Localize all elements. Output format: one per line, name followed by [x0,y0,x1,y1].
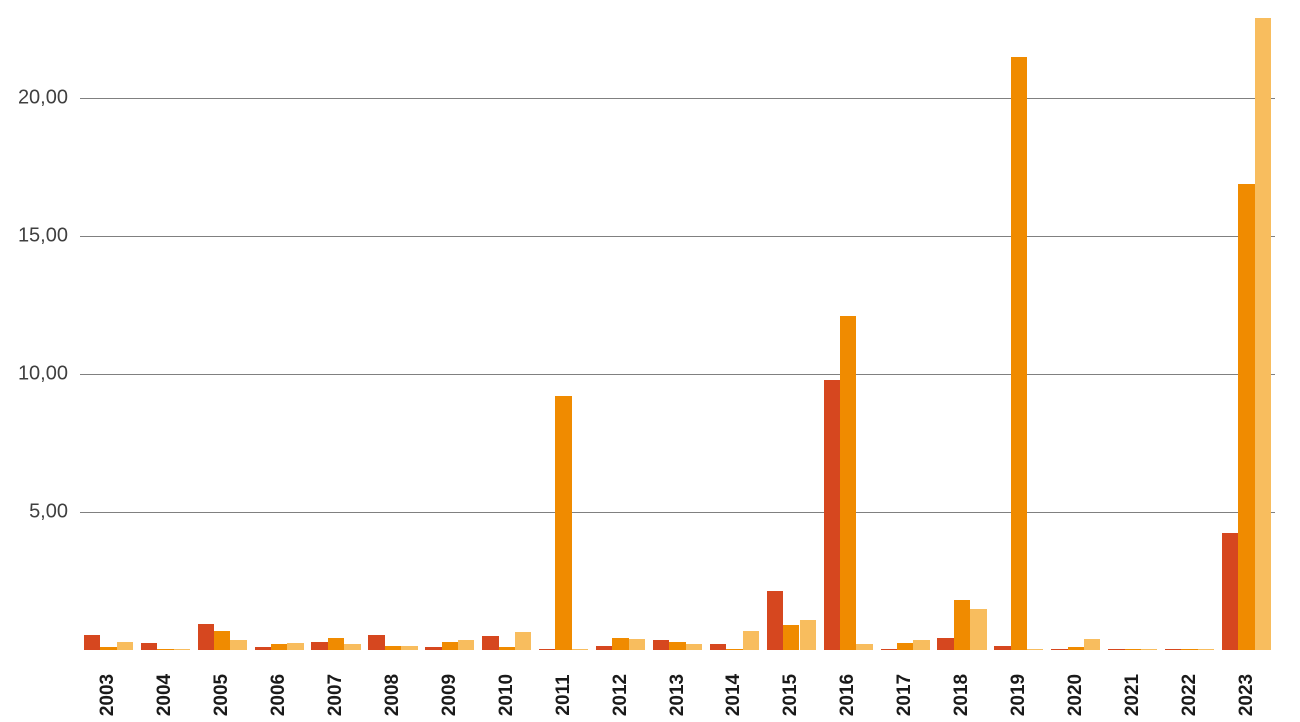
bar [954,600,970,650]
bar [442,642,458,650]
plot-area [80,10,1275,650]
x-tick-label: 2008 [382,674,404,716]
bar [174,649,190,650]
bar [482,636,498,650]
bar [856,644,872,650]
bar [937,638,953,650]
x-tick-label: 2020 [1065,674,1087,716]
bar [100,647,116,650]
x-tick-label: 2003 [97,674,119,716]
bar [1011,57,1027,650]
grid-line [80,374,1275,375]
y-tick-label: 20,00 [0,87,68,110]
bar [1068,647,1084,650]
bar [1238,184,1254,650]
bar [1141,649,1157,650]
y-tick-label: 5,00 [0,501,68,524]
bar [1165,649,1181,650]
bar [157,649,173,650]
bar [994,646,1010,650]
bar [783,625,799,650]
bar [897,643,913,650]
x-tick-label: 2023 [1236,674,1258,716]
bar [1181,649,1197,650]
bar [710,644,726,650]
bar [824,380,840,650]
x-tick-label: 2009 [439,674,461,716]
bar [1255,18,1271,650]
bar [1051,649,1067,650]
bar [572,649,588,650]
grid-line [80,98,1275,99]
bar [141,643,157,650]
bar [401,646,417,650]
bar [881,649,897,650]
bar [539,649,555,650]
bar [84,635,100,650]
bar [1027,649,1043,650]
bar [311,642,327,650]
bar [198,624,214,650]
bar [669,642,685,650]
bar [117,642,133,650]
x-tick-label: 2006 [268,674,290,716]
x-tick-label: 2012 [610,674,632,716]
bar [767,591,783,650]
bar [344,644,360,650]
bar [612,638,628,650]
bar [368,635,384,650]
bar [840,316,856,650]
bar [913,640,929,650]
bar [287,643,303,650]
bar [425,647,441,650]
bar [555,396,571,650]
bar [970,609,986,650]
x-tick-label: 2007 [325,674,347,716]
bar [230,640,246,650]
bar [800,620,816,650]
bar [743,631,759,650]
x-tick-label: 2013 [667,674,689,716]
bar [629,639,645,650]
bar [596,646,612,650]
x-tick-label: 2016 [837,674,859,716]
x-tick-label: 2019 [1008,674,1030,716]
x-tick-label: 2022 [1179,674,1201,716]
bar [255,647,271,650]
x-tick-label: 2015 [780,674,802,716]
x-tick-label: 2010 [496,674,518,716]
grid-line [80,236,1275,237]
y-tick-label: 10,00 [0,363,68,386]
bar [1198,649,1214,650]
y-tick-label: 15,00 [0,225,68,248]
bar [328,638,344,650]
x-tick-label: 2018 [951,674,973,716]
bar [1222,533,1238,650]
bar [1084,639,1100,650]
bar [271,644,287,650]
grid-line [80,512,1275,513]
x-tick-label: 2017 [894,674,916,716]
chart-container: 5,00 10,00 15,00 20,00 2003 2004 2005 2006 2007… [0,0,1300,722]
x-tick-label: 2014 [723,674,745,716]
x-tick-label: 2021 [1122,674,1144,716]
bar [385,646,401,650]
bar [726,649,742,650]
x-tick-label: 2005 [211,674,233,716]
bar [653,640,669,650]
bar [515,632,531,650]
bar [1108,649,1124,650]
bar [686,644,702,650]
bar [458,640,474,650]
x-tick-label: 2011 [553,674,575,715]
bar [1125,649,1141,650]
x-tick-label: 2004 [154,674,176,716]
bar [214,631,230,650]
bar [499,647,515,650]
